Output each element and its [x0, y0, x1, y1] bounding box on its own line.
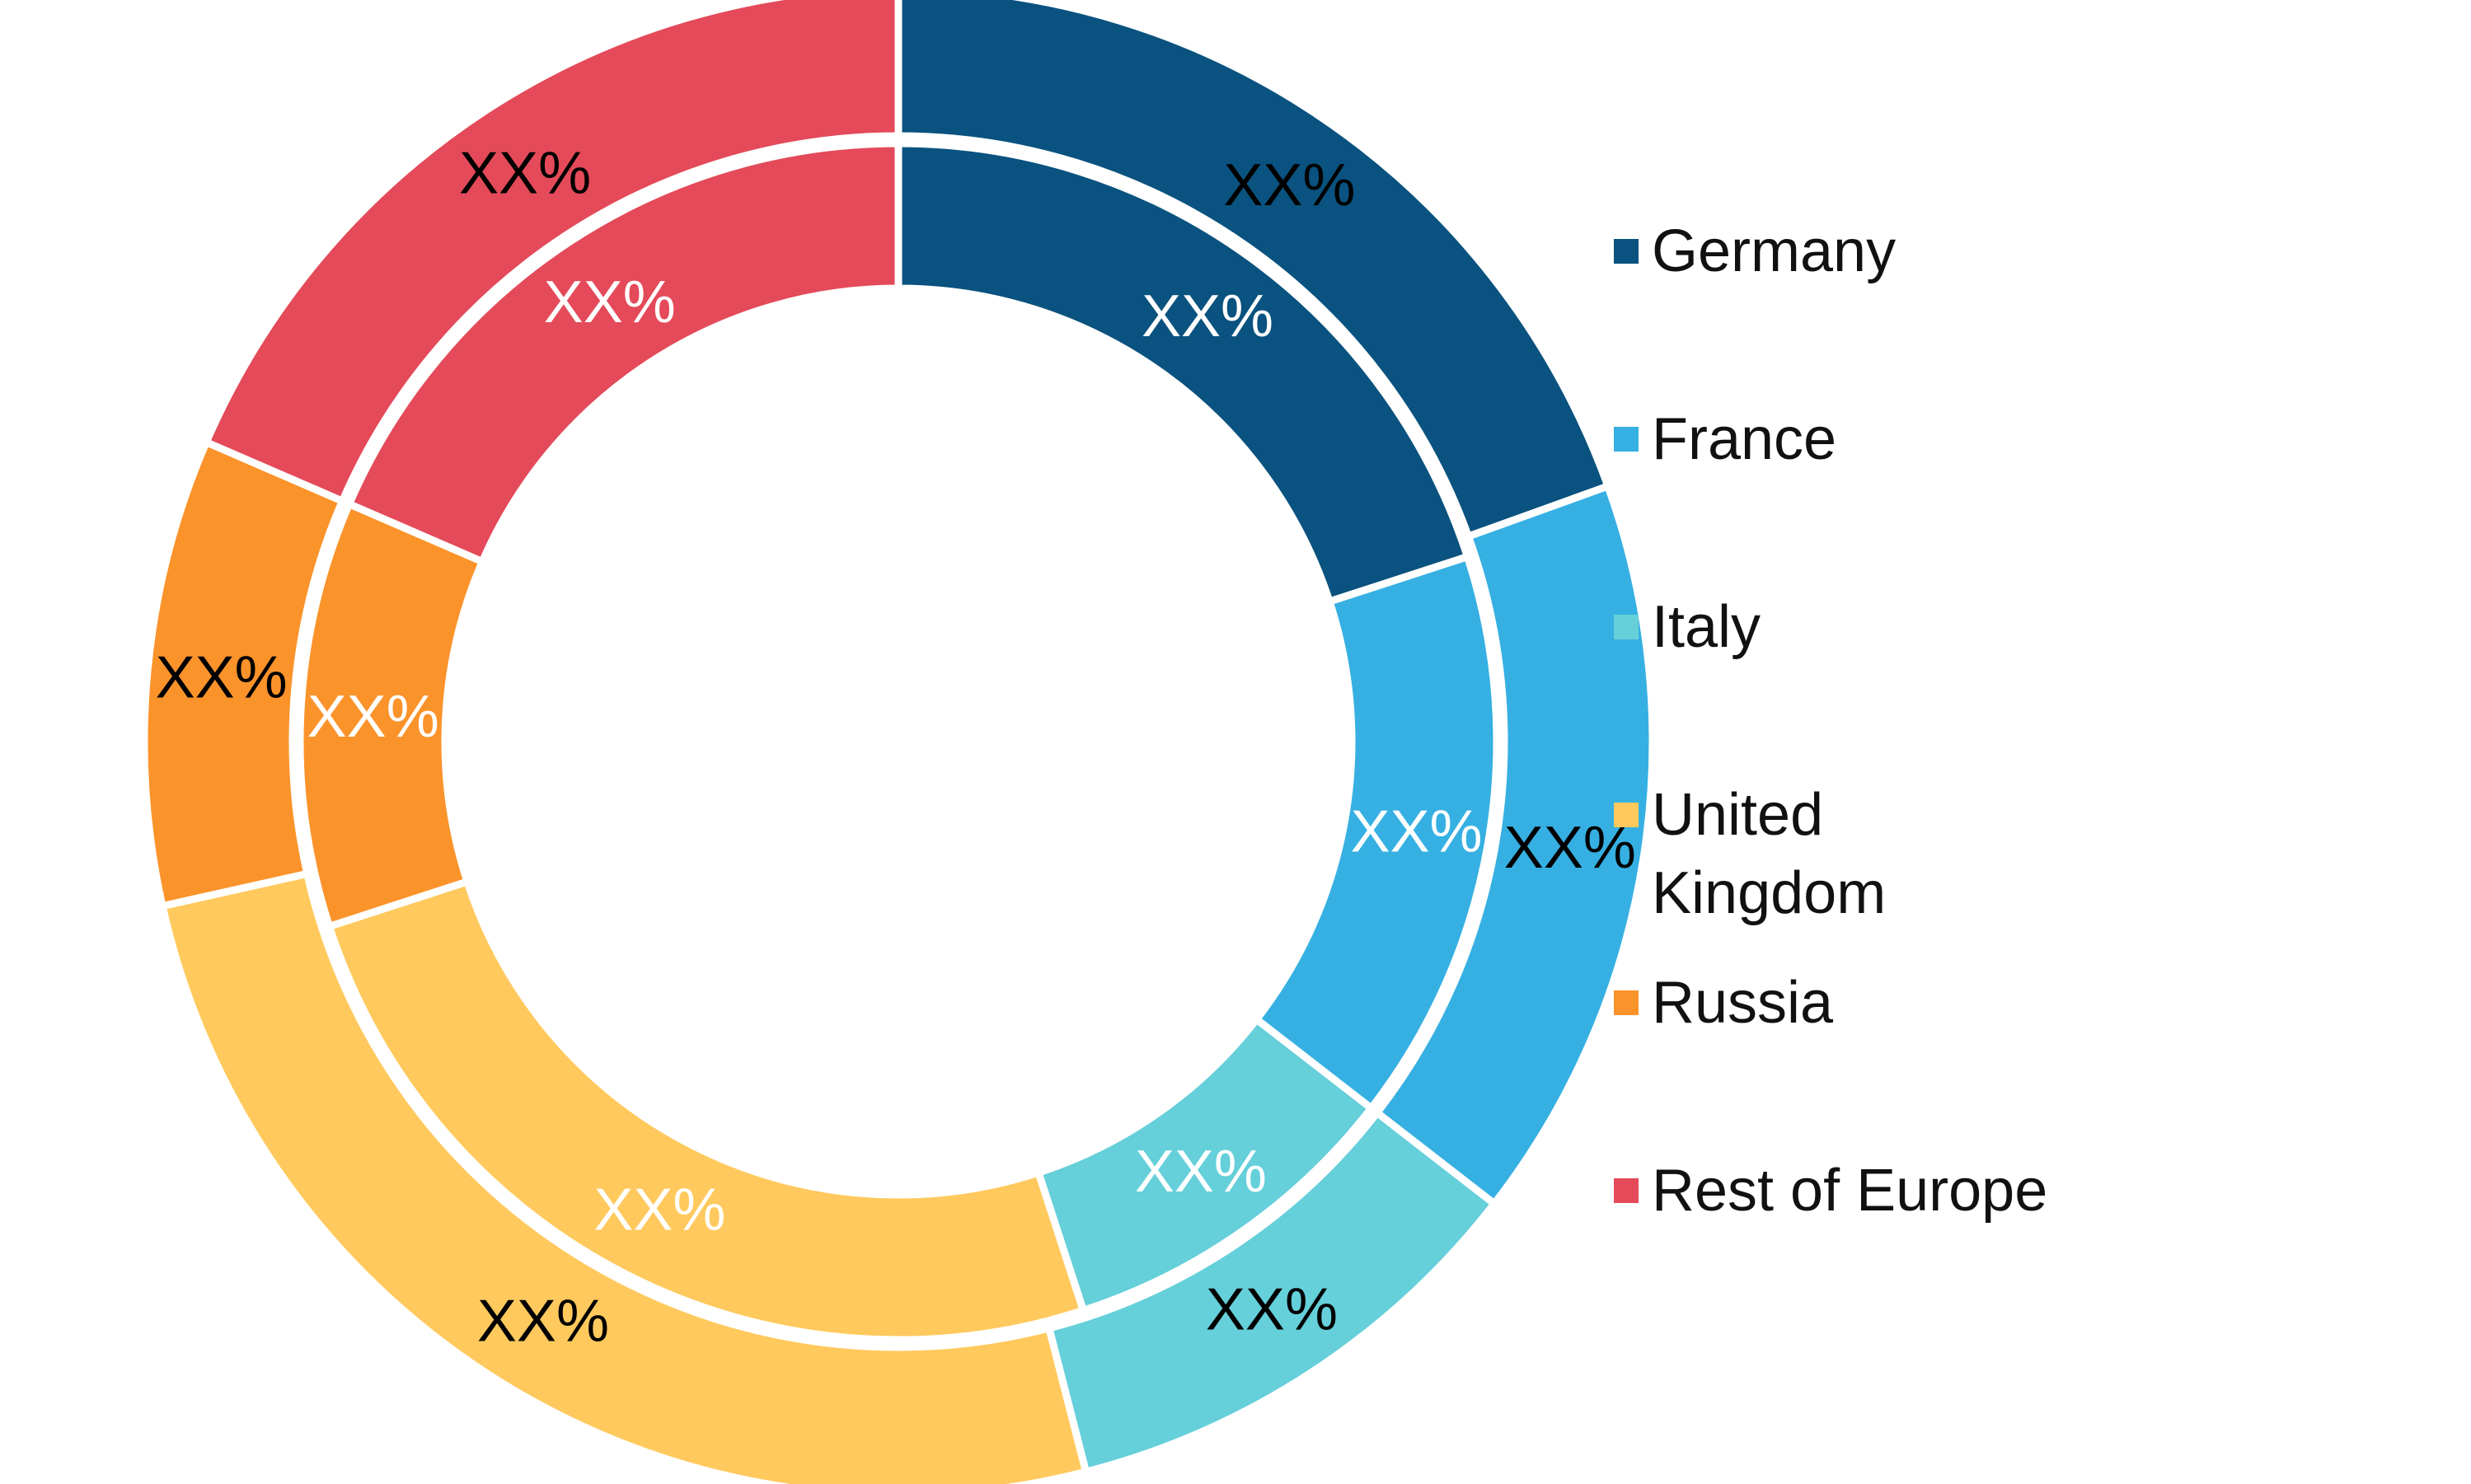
- legend-item-russia: Russia: [1614, 970, 1834, 1036]
- donut-rings: [140, 0, 1657, 1484]
- inner-slice-rest-of-europe: [344, 139, 903, 567]
- legend-label-italy: Italy: [1652, 594, 1761, 660]
- outer-label-united-kingdom: XX%: [477, 1288, 609, 1354]
- outer-slice-germany: [894, 0, 1613, 541]
- legend-swatch-rest-of-europe: [1614, 1178, 1639, 1203]
- inner-label-united-kingdom: XX%: [593, 1177, 725, 1243]
- inner-label-italy: XX%: [1135, 1139, 1267, 1205]
- inner-label-russia: XX%: [307, 684, 439, 750]
- legend-item-rest-of-europe: Rest of Europe: [1614, 1158, 2047, 1224]
- legend-item-germany: Germany: [1614, 218, 1896, 284]
- inner-slice-germany: [894, 139, 1473, 606]
- legend-swatch-united-kingdom: [1614, 803, 1639, 827]
- legend-label-united-kingdom: United Kingdom: [1652, 782, 1886, 926]
- legend-item-united-kingdom: United Kingdom: [1614, 782, 1886, 926]
- legend-swatch-italy: [1614, 615, 1639, 639]
- legend-label-rest-of-europe: Rest of Europe: [1652, 1158, 2047, 1224]
- inner-label-france: XX%: [1350, 799, 1482, 865]
- slice-labels: XX%XX%XX%XX%XX%XX%XX%XX%XX%XX%XX%XX%: [156, 140, 1636, 1354]
- legend-swatch-france: [1614, 427, 1639, 452]
- legend-label-russia: Russia: [1652, 970, 1834, 1036]
- legend-item-france: France: [1614, 406, 1836, 472]
- legend-label-germany: Germany: [1652, 218, 1896, 284]
- outer-label-germany: XX%: [1223, 152, 1355, 218]
- legend-swatch-germany: [1614, 239, 1639, 264]
- legend-item-italy: Italy: [1614, 594, 1761, 660]
- inner-label-germany: XX%: [1142, 283, 1273, 349]
- outer-slice-united-kingdom: [157, 868, 1091, 1484]
- outer-slice-rest-of-europe: [201, 0, 903, 507]
- legend: Germany France Italy United Kingdom Russia Res…: [1614, 218, 2047, 1224]
- legend-swatch-russia: [1614, 990, 1639, 1015]
- outer-label-italy: XX%: [1206, 1277, 1338, 1343]
- inner-label-rest-of-europe: XX%: [544, 269, 676, 335]
- outer-label-russia: XX%: [156, 644, 288, 710]
- legend-label-france: France: [1652, 406, 1836, 472]
- inner-slice-united-kingdom: [324, 877, 1089, 1344]
- outer-label-rest-of-europe: XX%: [459, 140, 591, 206]
